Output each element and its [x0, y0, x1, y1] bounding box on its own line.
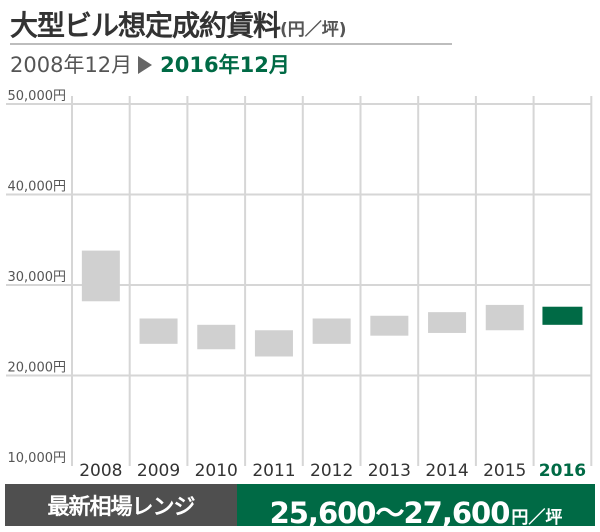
x-tick-label: 2016: [539, 461, 586, 481]
range-text: 25,600〜27,600: [269, 496, 511, 530]
range-bar: [81, 250, 120, 302]
period-from: 2008年12月: [10, 53, 133, 77]
title-unit: (円／坪): [280, 20, 347, 40]
x-tick-label: 2013: [368, 461, 411, 481]
range-bar: [139, 318, 178, 344]
y-tick-label: 20,000円: [8, 361, 67, 376]
arrow-right-icon: [138, 56, 153, 74]
x-tick-label: 2015: [483, 461, 526, 481]
y-tick-label: 50,000円: [8, 89, 67, 104]
latest-range-banner: 最新相場レンジ 25,600〜27,600 円／坪: [5, 484, 595, 530]
y-tick-label: 30,000円: [8, 270, 67, 285]
x-tick-label: 2009: [137, 461, 180, 481]
x-tick-label: 2008: [79, 461, 122, 481]
title-underline: [10, 43, 452, 45]
range-bar: [312, 318, 351, 344]
period-subtitle: 2008年12月 2016年12月: [10, 49, 290, 79]
range-bar: [254, 330, 293, 357]
range-bar: [197, 324, 236, 350]
x-tick-label: 2012: [310, 461, 353, 481]
latest-range-value: 25,600〜27,600 円／坪: [237, 484, 595, 530]
range-bar: [485, 304, 524, 331]
x-tick-label: 2010: [195, 461, 238, 481]
range-bar: [542, 306, 583, 325]
chart-title: 大型ビル想定成約賃料: [10, 9, 281, 42]
range-bar: [370, 315, 409, 336]
x-tick-label: 2014: [425, 461, 468, 481]
y-tick-label: 40,000円: [8, 180, 67, 195]
range-bar-chart: 10,000円 20,000円 30,000円 40,000円 50,000円 2008 2…: [6, 89, 593, 481]
x-tick-label: 2011: [252, 461, 295, 481]
latest-range-label: 最新相場レンジ: [5, 484, 237, 526]
y-tick-label: 10,000円: [8, 451, 67, 466]
range-unit: 円／坪: [511, 508, 563, 528]
range-bar: [428, 312, 467, 333]
title-block: 大型ビル想定成約賃料(円／坪): [10, 4, 460, 44]
period-to: 2016年12月: [160, 53, 290, 77]
